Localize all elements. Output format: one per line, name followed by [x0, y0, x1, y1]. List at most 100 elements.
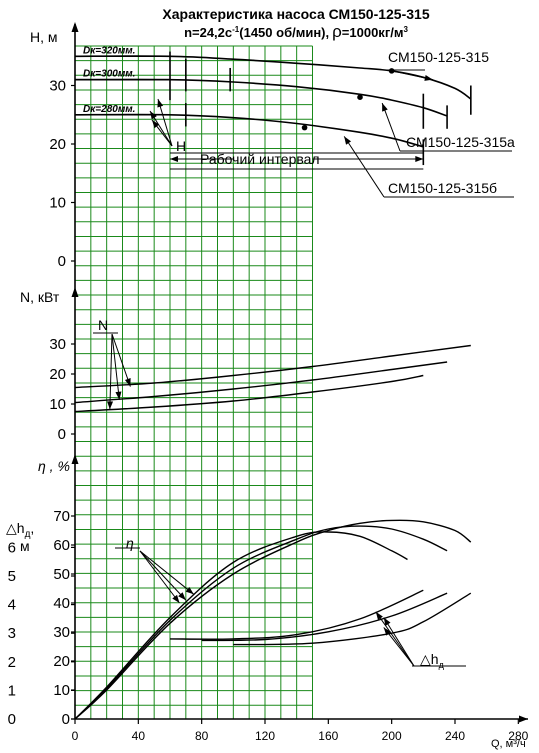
eta-arrow-1-arrowhead — [185, 586, 194, 595]
dh-arrow-2-arrowhead — [383, 617, 391, 626]
n-arrow-2-leader — [111, 333, 120, 400]
bep-dot — [301, 124, 308, 131]
H-tick-label: 0 — [58, 253, 66, 270]
eta-tick-label: 60 — [53, 537, 70, 554]
h-arrow-3-arrowhead — [152, 120, 160, 129]
N-curve-0 — [74, 344, 471, 389]
N-curve-2 — [74, 374, 424, 413]
series-label-315: СМ150-125-315 — [388, 49, 489, 65]
n-arrow-3-arrowhead — [107, 401, 114, 410]
dh-arrow-3-leader — [375, 611, 415, 667]
diameter-label: Dк=280мм. — [83, 104, 135, 115]
H-curve-2 — [74, 113, 424, 148]
operating-interval-label: Рабочий интервал — [200, 151, 320, 167]
interval-left-arrowhead — [169, 156, 178, 162]
series-arrow-315b-leader — [343, 136, 385, 198]
dh-curve-2 — [169, 589, 424, 640]
N-curve-1 — [74, 361, 448, 404]
dh-curve-1 — [201, 592, 448, 642]
series-arrow-315a-arrowhead — [382, 103, 388, 112]
dh-tick-label: 2 — [8, 654, 16, 671]
series-arrow-315-arrowhead — [424, 75, 433, 81]
eta-tick-label: 0 — [62, 711, 70, 728]
x-axis-arrow — [519, 715, 528, 723]
eta-tick-label: 40 — [53, 595, 70, 612]
interval-right-arrowhead — [415, 156, 424, 162]
x-tick-label: 40 — [132, 729, 146, 743]
n-marker-label: N — [98, 317, 108, 333]
n-arrow-3-leader — [109, 333, 113, 410]
dh-marker-sub: д — [439, 660, 445, 670]
x-tick-label: 200 — [382, 729, 402, 743]
N-tick-label: 20 — [49, 366, 66, 383]
N-tick-label: 10 — [49, 396, 66, 413]
dh-tick-label: 3 — [8, 625, 16, 642]
dh-tick-label: 5 — [8, 568, 16, 585]
eta-axis-label: η , % — [38, 458, 70, 474]
n-axis-label: N, кВт — [20, 289, 60, 305]
h-arrow-2-arrowhead — [150, 111, 157, 120]
annotations: Dк=320мм. Dк=300мм. Dк=280мм. Рабочий интер… — [75, 45, 515, 670]
dh-tick-label: 0 — [8, 711, 16, 728]
H-tick-label: 10 — [49, 195, 66, 212]
dh-arrow-2-leader — [383, 617, 415, 667]
eta-curve-2 — [74, 531, 408, 720]
eta-arrow-3-leader — [139, 550, 180, 604]
eta-tick-label: 10 — [53, 682, 70, 699]
H-tick-label: 20 — [49, 136, 66, 153]
n-arrow-1-leader — [111, 333, 131, 387]
n-arrow-2-arrowhead — [115, 391, 122, 400]
H-curve-0 — [74, 55, 472, 100]
eta-axis-arrow — [71, 454, 79, 464]
eta-arrow-2-arrowhead — [178, 592, 186, 601]
n-arrow-1-arrowhead — [124, 378, 131, 387]
x-tick-label: 280 — [508, 729, 528, 743]
eta-tick-label: 50 — [53, 566, 70, 583]
N-tick-label: 30 — [49, 336, 66, 353]
dh-marker-label: △hд — [420, 651, 445, 670]
axes — [71, 22, 528, 724]
H-tick-label: 30 — [49, 78, 66, 95]
dh-tick-label: 6 — [8, 539, 16, 556]
h-axis-arrow — [71, 22, 79, 32]
series-label-315b: СМ150-125-315б — [388, 180, 497, 196]
chart-title: Характеристика насоса СМ150-125-315 — [162, 6, 429, 22]
dh-marker-main: △h — [420, 651, 439, 667]
h-arrow-1-leader — [157, 98, 173, 147]
diameter-label: Dк=300мм. — [83, 69, 135, 80]
dh-tick-label: 1 — [8, 682, 16, 699]
x-tick-label: 0 — [72, 729, 79, 743]
eta-tick-label: 30 — [53, 624, 70, 641]
x-axis-label: Q, м³/ч — [491, 738, 526, 750]
chart-subtitle: n=24,2с-1(1450 об/мин), ρ=1000кг/м3 — [184, 22, 408, 41]
h-axis-label: Н, м — [30, 29, 58, 45]
series-label-315a: СМ150-125-315а — [406, 134, 515, 150]
dh-axis-label: △hд, — [6, 520, 34, 540]
N-tick-label: 0 — [58, 426, 66, 443]
dh-arrow-1-arrowhead — [383, 627, 392, 636]
series-arrow-315a-leader — [381, 102, 401, 152]
dh-curve-0 — [233, 592, 472, 646]
dh-tick-label: 4 — [8, 597, 16, 614]
x-tick-label: 240 — [445, 729, 465, 743]
x-tick-label: 80 — [195, 729, 209, 743]
eta-arrow-3-arrowhead — [172, 594, 180, 603]
eta-tick-label: 70 — [53, 508, 70, 525]
diameter-label: Dк=320мм. — [83, 45, 135, 56]
eta-tick-label: 20 — [53, 653, 70, 670]
dh-axis-unit: м — [20, 538, 30, 554]
eta-arrow-1-leader — [139, 550, 195, 595]
series-arrow-315b-arrowhead — [344, 136, 352, 145]
eta-curve-0 — [74, 519, 472, 720]
bep-dot — [357, 94, 363, 100]
eta-marker-label: η — [126, 535, 134, 551]
eta-curve-1 — [74, 525, 448, 720]
h-marker-label: Н — [176, 138, 186, 154]
tick-labels: 0 40 80 120 160 200 240 28001020300102030010203… — [8, 78, 529, 744]
h-arrow-1-arrowhead — [157, 99, 164, 108]
dh-arrow-3-arrowhead — [375, 611, 383, 621]
x-tick-label: 120 — [255, 729, 275, 743]
n-axis-arrow — [71, 287, 79, 297]
x-tick-label: 160 — [318, 729, 338, 743]
